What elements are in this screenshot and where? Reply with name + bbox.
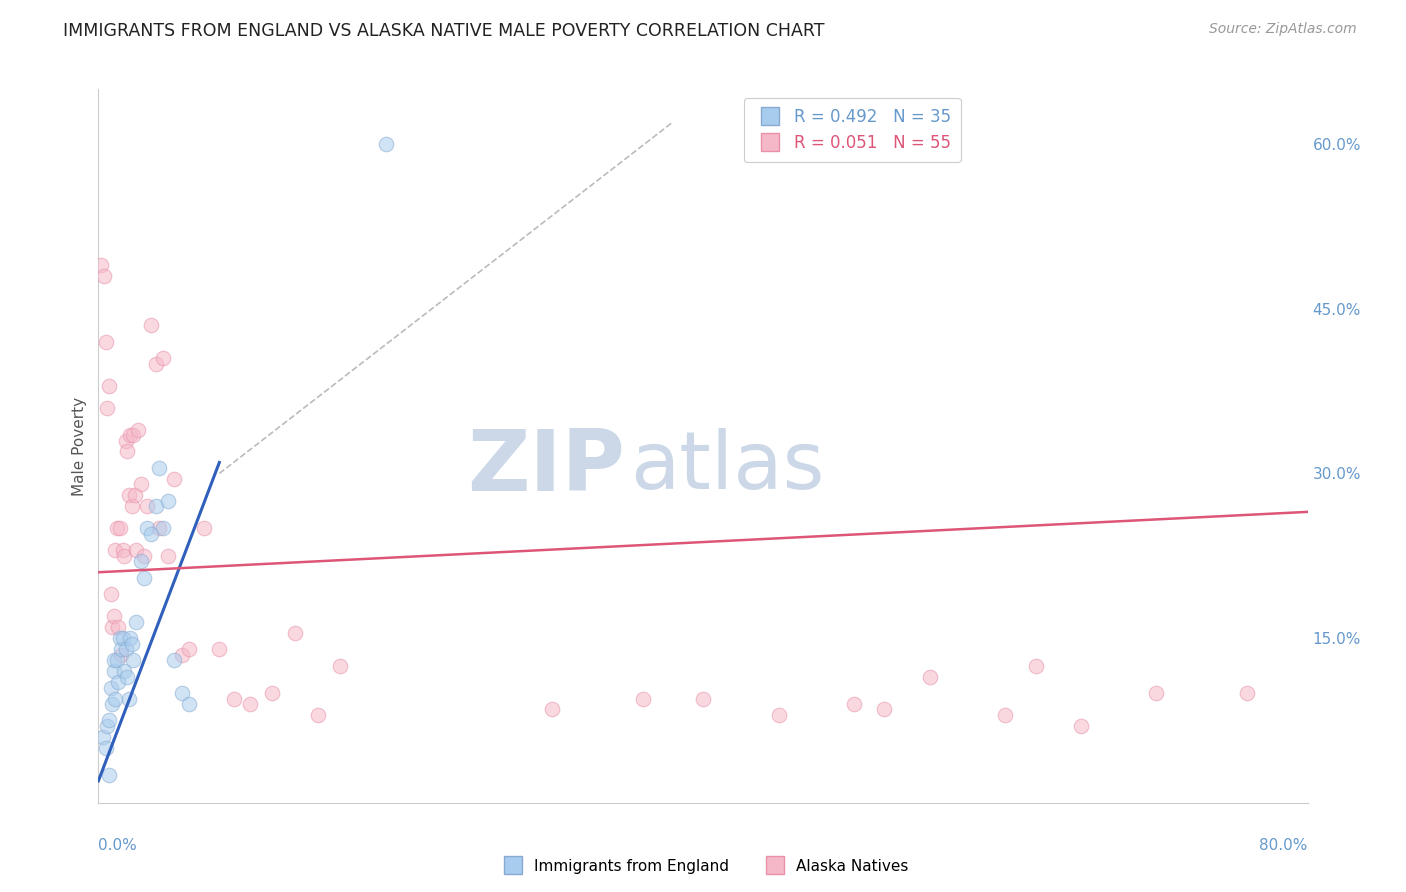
Point <box>141 318 163 333</box>
Point <box>135 500 157 514</box>
Text: atlas: atlas <box>630 428 825 507</box>
Point <box>98 714 121 728</box>
Point <box>179 697 201 711</box>
Point <box>105 521 128 535</box>
Point <box>1070 719 1092 733</box>
Point <box>98 768 121 782</box>
Point <box>122 428 145 442</box>
Point <box>125 615 148 629</box>
Point <box>129 554 152 568</box>
Point <box>100 681 122 695</box>
Point <box>110 648 132 662</box>
Point <box>115 444 138 458</box>
Legend: R = 0.492   N = 35, R = 0.051   N = 55: R = 0.492 N = 35, R = 0.051 N = 55 <box>744 97 960 161</box>
Point <box>152 351 174 366</box>
Point <box>101 697 124 711</box>
Point <box>108 631 131 645</box>
Text: ZIP: ZIP <box>467 425 624 509</box>
Point <box>90 258 112 272</box>
Y-axis label: Male Poverty: Male Poverty <box>72 396 87 496</box>
Point <box>768 708 790 723</box>
Point <box>135 521 157 535</box>
Point <box>918 669 941 683</box>
Point <box>114 434 136 448</box>
Point <box>111 543 134 558</box>
Point <box>104 691 127 706</box>
Point <box>104 543 127 558</box>
Point <box>1144 686 1167 700</box>
Point <box>145 357 167 371</box>
Point <box>118 691 141 706</box>
Point <box>118 488 141 502</box>
Point <box>631 691 654 706</box>
Point <box>145 500 167 514</box>
Point <box>94 740 117 755</box>
Point <box>374 137 396 152</box>
Point <box>132 549 155 563</box>
Point <box>125 543 148 558</box>
Point <box>115 669 138 683</box>
Point <box>844 697 866 711</box>
Point <box>94 334 117 349</box>
Point <box>98 378 121 392</box>
Point <box>141 526 163 541</box>
Point <box>132 571 155 585</box>
Text: 80.0%: 80.0% <box>1260 838 1308 854</box>
Point <box>329 658 352 673</box>
Point <box>540 702 562 716</box>
Point <box>179 642 201 657</box>
Text: 0.0%: 0.0% <box>98 838 138 854</box>
Point <box>120 428 142 442</box>
Point <box>148 461 170 475</box>
Point <box>96 719 118 733</box>
Point <box>152 521 174 535</box>
Point <box>129 477 152 491</box>
Point <box>110 642 132 657</box>
Point <box>692 691 714 706</box>
Point <box>105 653 128 667</box>
Point <box>148 521 170 535</box>
Point <box>170 648 193 662</box>
Point <box>103 664 125 678</box>
Point <box>112 664 135 678</box>
Point <box>103 609 125 624</box>
Point <box>91 730 114 744</box>
Point <box>96 401 118 415</box>
Point <box>284 625 307 640</box>
Point <box>127 423 149 437</box>
Point <box>107 675 129 690</box>
Point <box>224 691 246 706</box>
Point <box>120 631 142 645</box>
Point <box>156 549 179 563</box>
Point <box>111 631 134 645</box>
Text: IMMIGRANTS FROM ENGLAND VS ALASKA NATIVE MALE POVERTY CORRELATION CHART: IMMIGRANTS FROM ENGLAND VS ALASKA NATIVE… <box>63 22 825 40</box>
Point <box>121 637 143 651</box>
Point <box>114 642 136 657</box>
Point <box>108 521 131 535</box>
Point <box>103 653 125 667</box>
Point <box>100 587 122 601</box>
Point <box>163 472 186 486</box>
Point <box>121 500 143 514</box>
Point <box>1024 658 1046 673</box>
Point <box>208 642 231 657</box>
Point <box>170 686 193 700</box>
Point <box>124 488 146 502</box>
Point <box>994 708 1017 723</box>
Point <box>107 620 129 634</box>
Point <box>93 268 115 283</box>
Point <box>873 702 896 716</box>
Point <box>262 686 284 700</box>
Point <box>1236 686 1258 700</box>
Point <box>239 697 262 711</box>
Point <box>156 494 179 508</box>
Text: Source: ZipAtlas.com: Source: ZipAtlas.com <box>1209 22 1357 37</box>
Point <box>101 620 124 634</box>
Point <box>112 549 135 563</box>
Point <box>193 521 215 535</box>
Legend: Immigrants from England, Alaska Natives: Immigrants from England, Alaska Natives <box>491 853 915 880</box>
Point <box>122 653 145 667</box>
Point <box>163 653 186 667</box>
Point <box>307 708 329 723</box>
